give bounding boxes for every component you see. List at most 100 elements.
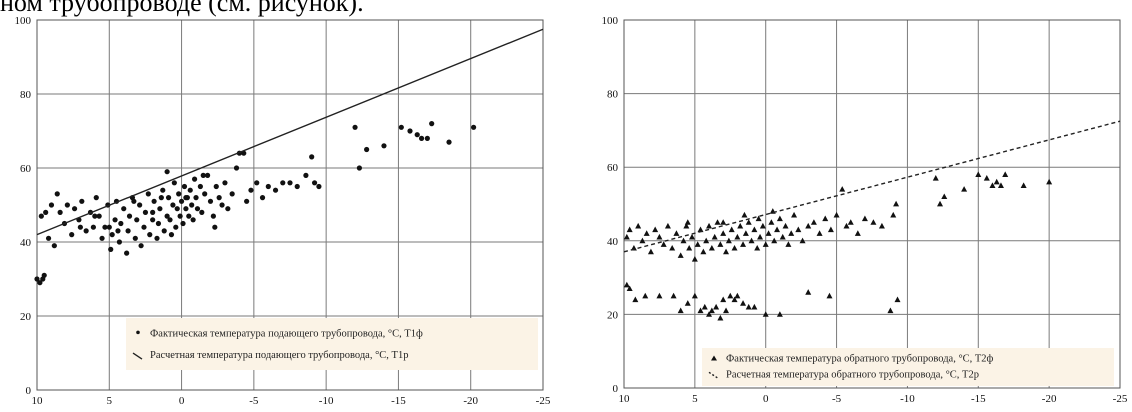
x-tick-label: -15 <box>391 395 406 407</box>
data-point <box>244 198 250 204</box>
data-point <box>141 224 147 230</box>
data-point <box>180 220 186 227</box>
data-point <box>1020 182 1027 188</box>
data-point <box>782 222 789 229</box>
data-point <box>1046 178 1053 185</box>
legend-box <box>126 318 538 370</box>
series-line <box>623 120 1121 253</box>
data-point <box>165 195 172 201</box>
data-point <box>893 200 900 207</box>
legend-entry: Расчетная температура подающего трубопро… <box>150 350 408 361</box>
data-point <box>216 195 222 201</box>
data-point <box>124 250 130 256</box>
chart-return-temperature: 10 5 0 -5 -10 -15 -20 -25 0 20 40 60 80 100 Фактическа… <box>602 15 1128 405</box>
legend-entry: Фактическая температура обратного трубоп… <box>726 353 994 364</box>
series-line <box>36 28 544 236</box>
data-point <box>731 296 738 303</box>
data-point <box>734 292 741 299</box>
data-point <box>839 186 846 192</box>
data-point <box>635 222 642 229</box>
y-tick-label: 40 <box>607 236 619 248</box>
data-point <box>776 215 783 222</box>
data-point <box>799 237 806 244</box>
data-point <box>160 187 166 193</box>
data-point <box>932 175 939 181</box>
data-point <box>189 202 195 208</box>
data-point <box>737 222 744 229</box>
data-point <box>92 213 98 219</box>
data-point <box>691 292 698 299</box>
data-point <box>134 217 140 223</box>
data-point <box>168 232 175 238</box>
data-point <box>623 281 630 288</box>
x-tick-label: -5 <box>832 393 842 405</box>
data-point <box>272 187 279 193</box>
data-point <box>197 183 203 190</box>
x-tick-label: -10 <box>319 395 334 407</box>
data-point <box>720 230 727 236</box>
data-point <box>754 244 761 251</box>
data-point <box>731 244 738 251</box>
data-point <box>652 226 659 233</box>
data-point <box>791 211 798 218</box>
plot-border <box>36 19 544 391</box>
data-point <box>656 292 663 299</box>
data-point <box>714 219 721 225</box>
data-point <box>186 213 192 219</box>
data-point <box>265 183 271 190</box>
data-point <box>164 213 170 219</box>
data-point <box>639 237 646 244</box>
data-point <box>142 209 149 215</box>
data-point <box>171 180 177 186</box>
data-point <box>177 213 183 219</box>
data-point <box>759 222 766 229</box>
data-point <box>132 235 138 241</box>
data-point <box>660 241 667 247</box>
x-tick-label: -25 <box>1113 393 1128 405</box>
data-point <box>647 248 654 255</box>
data-point <box>71 206 78 212</box>
x-tick-label: -15 <box>971 393 986 405</box>
x-tick-label: 10 <box>32 395 44 407</box>
data-point <box>643 230 650 236</box>
data-point <box>669 244 676 251</box>
data-point <box>167 217 173 223</box>
data-point <box>41 272 47 278</box>
data-point <box>69 232 75 238</box>
data-point <box>157 206 163 212</box>
data-point <box>751 303 758 310</box>
data-point <box>677 307 684 314</box>
data-point <box>199 209 205 215</box>
data-point <box>145 191 151 197</box>
data-point <box>805 222 812 229</box>
data-point <box>151 198 157 204</box>
x-tick-label: -25 <box>536 395 551 407</box>
data-point <box>34 276 40 282</box>
data-point <box>725 237 732 244</box>
data-point <box>711 233 718 240</box>
data-point <box>109 232 115 238</box>
y-tick-label: 80 <box>607 89 619 101</box>
data-point <box>827 226 834 233</box>
data-point <box>708 307 715 314</box>
data-point <box>656 233 663 240</box>
data-point <box>870 219 877 225</box>
data-point <box>768 219 775 225</box>
data-point <box>115 228 121 234</box>
data-point <box>418 135 425 141</box>
chart-supply-temperature: 10 5 0 -5 -10 -15 -20 -25 0 20 40 60 80 100 Фактическа… <box>15 15 551 407</box>
x-tick-label: -20 <box>1042 393 1057 405</box>
data-point <box>202 191 208 197</box>
y-tick-label: 20 <box>20 311 32 323</box>
data-point <box>126 213 133 219</box>
data-point <box>748 237 755 244</box>
data-point <box>734 233 741 240</box>
data-point <box>108 246 114 252</box>
data-point <box>843 222 850 229</box>
y-tick-label: 100 <box>602 15 619 27</box>
data-point <box>703 237 710 244</box>
data-point <box>861 215 868 222</box>
data-point <box>894 296 901 303</box>
data-point <box>670 292 677 299</box>
data-point <box>993 178 1000 185</box>
